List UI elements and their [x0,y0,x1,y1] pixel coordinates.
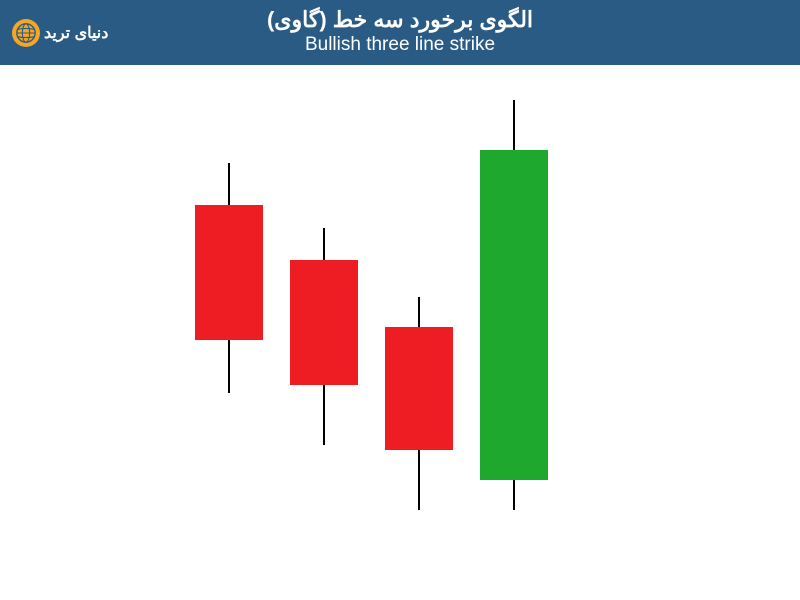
title-persian: الگوی برخورد سه خط (گاوی) [12,7,788,33]
candle-2 [290,65,358,600]
candle-1 [195,65,263,600]
globe-icon [12,19,40,47]
candle-4 [480,65,548,600]
header-bar: دنیای ترید الگوی برخورد سه خط (گاوی) Bul… [0,0,800,65]
title-block: الگوی برخورد سه خط (گاوی) Bullish three … [12,7,788,58]
candlestick-chart [0,65,800,600]
candle-1-body [195,205,263,340]
candle-3 [385,65,453,600]
brand-logo: دنیای ترید [12,19,108,47]
candle-3-body [385,327,453,450]
candle-2-body [290,260,358,385]
candle-4-body [480,150,548,480]
brand-name: دنیای ترید [44,23,108,43]
title-english: Bullish three line strike [12,33,788,58]
